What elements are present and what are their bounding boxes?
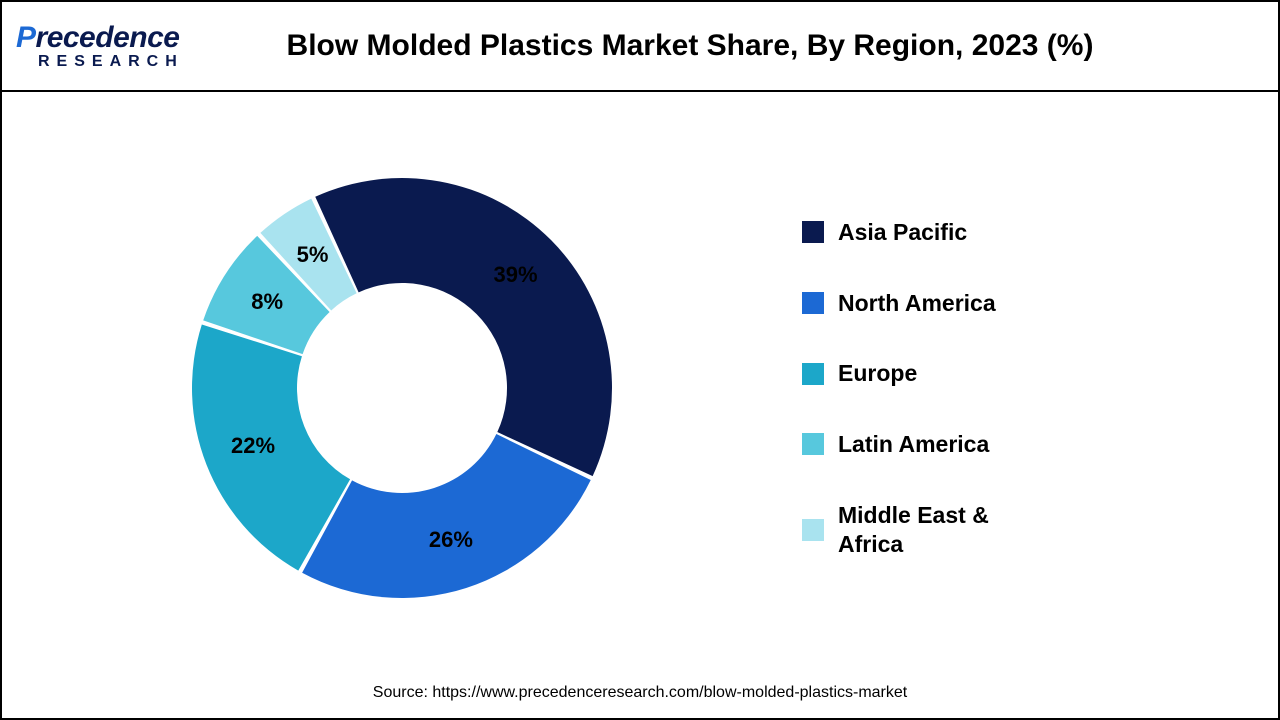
legend-swatch <box>802 433 824 455</box>
donut-slice <box>315 178 612 476</box>
brand-name-rest: recedence <box>36 21 180 54</box>
donut-svg <box>187 173 617 603</box>
slice-label: 39% <box>494 262 538 288</box>
legend-item: Asia Pacific <box>802 218 1158 247</box>
slice-label: 22% <box>231 433 275 459</box>
legend-item: Latin America <box>802 430 1158 459</box>
legend-label: Middle East & Africa <box>838 501 1058 559</box>
legend-swatch <box>802 519 824 541</box>
donut-wrap: 39% 26% 22% 8% 5% <box>187 173 617 603</box>
legend-item: Middle East & Africa <box>802 501 1158 559</box>
chart-card: Precedence RESEARCH Blow Molded Plastics… <box>0 0 1280 720</box>
legend-swatch <box>802 221 824 243</box>
legend-label: North America <box>838 289 996 318</box>
legend-label: Europe <box>838 359 917 388</box>
slice-label: 8% <box>251 289 283 315</box>
brand-name: Precedence <box>16 21 236 55</box>
slice-label: 5% <box>297 242 329 268</box>
brand-logo: Precedence RESEARCH <box>16 21 236 71</box>
legend-item: Europe <box>802 359 1158 388</box>
brand-accent-letter: P <box>16 21 36 54</box>
header: Precedence RESEARCH Blow Molded Plastics… <box>2 2 1278 92</box>
legend-swatch <box>802 292 824 314</box>
legend-label: Latin America <box>838 430 989 459</box>
legend-label: Asia Pacific <box>838 218 967 247</box>
chart-body: 39% 26% 22% 8% 5% Asia Pacific North America E… <box>2 92 1278 684</box>
legend-item: North America <box>802 289 1158 318</box>
slice-label: 26% <box>429 527 473 553</box>
source-line: Source: https://www.precedenceresearch.c… <box>2 684 1278 718</box>
donut-chart: 39% 26% 22% 8% 5% <box>2 92 802 684</box>
legend: Asia Pacific North America Europe Latin Ame… <box>802 218 1278 559</box>
brand-subline: RESEARCH <box>16 53 236 71</box>
donut-slice <box>302 434 591 598</box>
chart-title: Blow Molded Plastics Market Share, By Re… <box>236 29 1264 63</box>
legend-swatch <box>802 363 824 385</box>
